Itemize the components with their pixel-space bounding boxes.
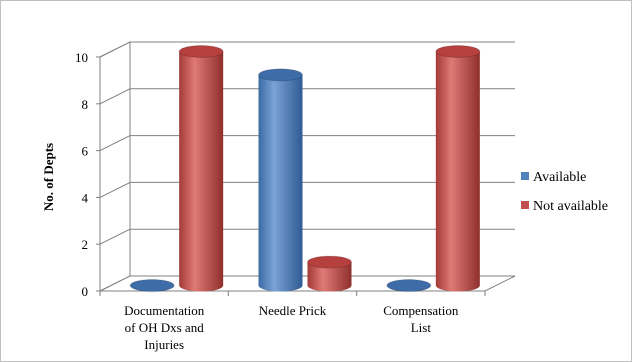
bar-top bbox=[178, 45, 224, 58]
gridline bbox=[99, 181, 515, 198]
legend-label: Not available bbox=[533, 199, 608, 214]
legend-swatch bbox=[521, 172, 529, 180]
gridline bbox=[99, 41, 515, 58]
legend: Available Not available bbox=[521, 170, 608, 214]
bars bbox=[129, 45, 481, 292]
y-tick-label: 4 bbox=[82, 190, 89, 205]
bar-body bbox=[307, 262, 352, 292]
bar-not-available bbox=[178, 45, 224, 292]
gridline bbox=[99, 88, 515, 105]
x-category-label: List bbox=[411, 320, 432, 335]
y-tick-label: 8 bbox=[82, 97, 89, 112]
y-tick-label: 10 bbox=[75, 50, 88, 65]
bar-not-available bbox=[435, 45, 481, 292]
x-axis-labels: Documentation of OH Dxs and Injuries Needle… bbox=[124, 303, 459, 352]
y-tick-label: 6 bbox=[82, 144, 89, 159]
y-tick-label: 0 bbox=[82, 284, 89, 299]
legend-swatch bbox=[521, 201, 529, 209]
bar-available bbox=[258, 68, 303, 292]
bar-available bbox=[386, 279, 432, 292]
x-category-label: Needle Prick bbox=[259, 303, 327, 318]
bar-body bbox=[179, 51, 224, 292]
side-wall bbox=[99, 41, 131, 292]
gridlines bbox=[99, 41, 515, 245]
bar-top bbox=[435, 45, 481, 58]
bar-top bbox=[258, 68, 303, 82]
bar-top bbox=[129, 279, 175, 292]
y-tick-label: 2 bbox=[82, 237, 89, 252]
y-axis-title: No. of Depts bbox=[41, 143, 56, 211]
x-category-label: of OH Dxs and bbox=[125, 320, 205, 335]
bar-body bbox=[435, 51, 480, 292]
x-category-label: Injuries bbox=[144, 337, 184, 352]
bar-available bbox=[129, 279, 175, 292]
bar-top bbox=[307, 255, 352, 269]
bar-not-available bbox=[307, 255, 352, 292]
bar-body bbox=[258, 74, 303, 292]
gridline bbox=[99, 135, 515, 152]
gridline bbox=[99, 228, 515, 245]
x-category-label: Compensation bbox=[383, 303, 459, 318]
bar-top bbox=[386, 279, 432, 292]
x-category-label: Documentation bbox=[124, 303, 205, 318]
legend-label: Available bbox=[533, 170, 586, 185]
y-axis-ticks: 0 2 4 6 8 10 bbox=[75, 50, 100, 299]
